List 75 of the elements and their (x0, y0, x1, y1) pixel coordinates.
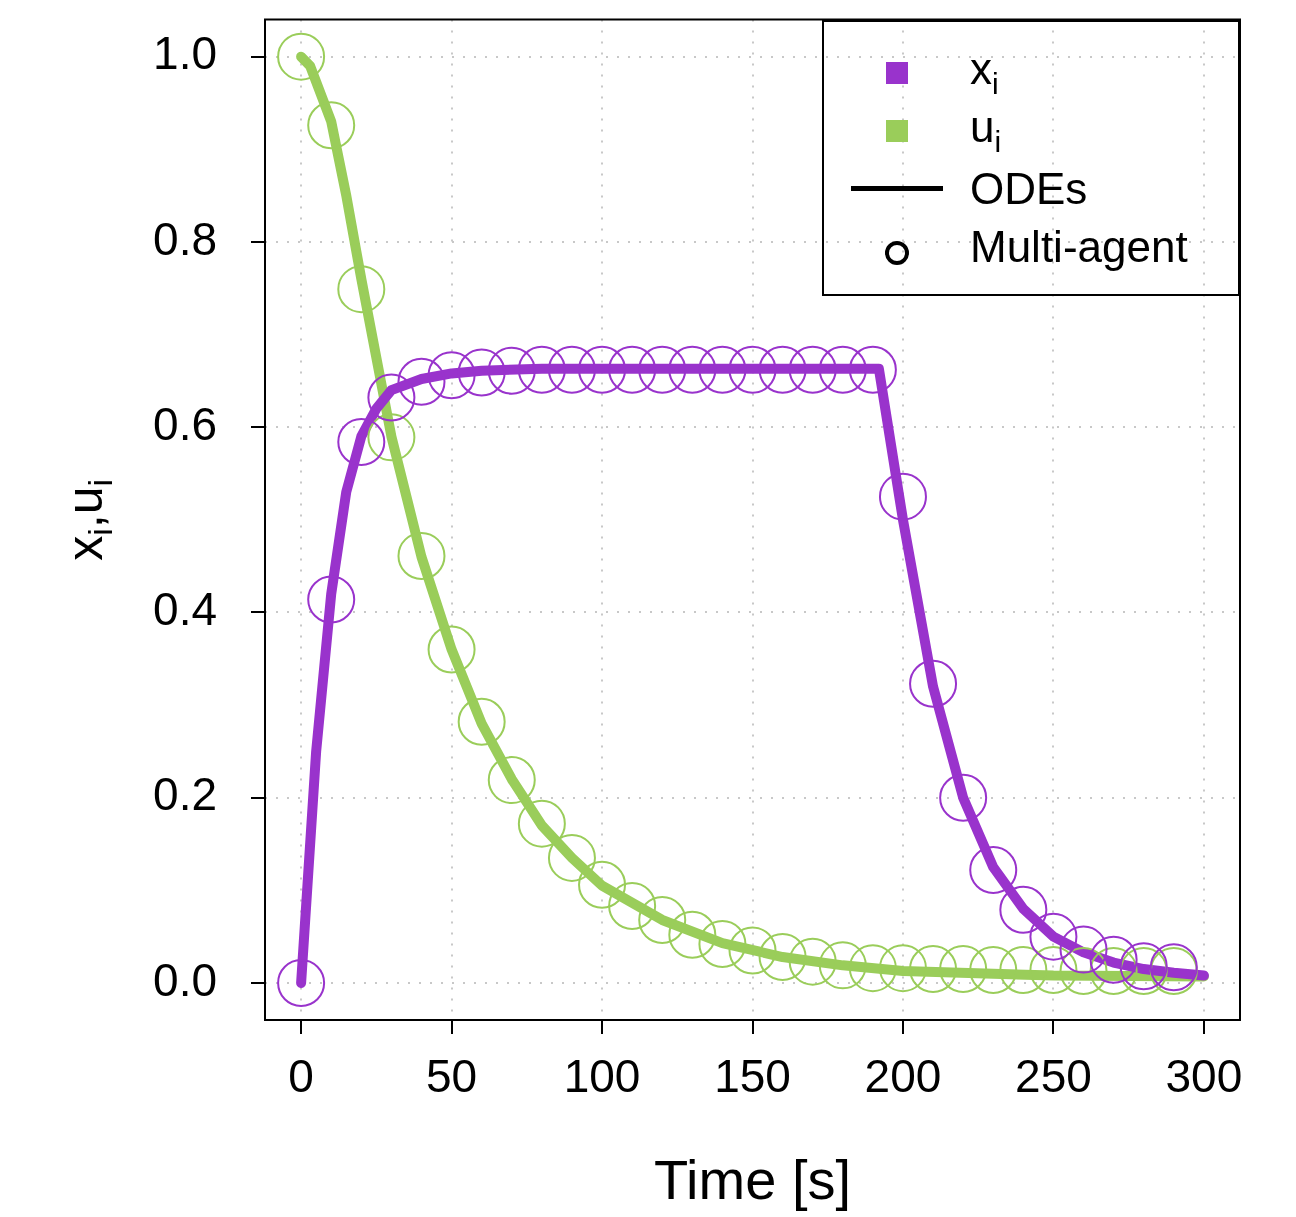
y-tick-label: 0.6 (153, 397, 217, 450)
point (728, 926, 777, 975)
x-tick-label: 200 (864, 1050, 942, 1103)
point (1029, 945, 1078, 994)
point (878, 472, 927, 521)
point (337, 417, 386, 466)
point (367, 373, 416, 422)
x-tick-label: 150 (714, 1050, 791, 1103)
point (1089, 935, 1138, 984)
point (608, 345, 657, 394)
point (367, 413, 416, 462)
point (427, 625, 476, 674)
point (788, 937, 837, 986)
point (668, 345, 717, 394)
point (547, 833, 596, 882)
point (999, 885, 1048, 934)
point (728, 345, 777, 394)
point (848, 345, 897, 394)
y-tick-label: 0.4 (153, 583, 217, 636)
point (638, 895, 687, 944)
point (487, 346, 536, 395)
point (457, 697, 506, 746)
x-tick-label: 0 (288, 1050, 314, 1103)
legend-label: x$_{i}$ (970, 44, 999, 101)
point (818, 941, 867, 990)
point (307, 575, 356, 624)
y-tick-label: 1.0 (153, 27, 217, 80)
x-tick-label: 250 (1015, 1050, 1092, 1103)
point (457, 348, 506, 397)
point (1089, 946, 1138, 995)
point (788, 345, 837, 394)
y-tick-label: 0.8 (153, 212, 217, 265)
point (397, 531, 446, 580)
point (668, 910, 717, 959)
point (578, 345, 627, 394)
point (909, 659, 958, 708)
point (939, 945, 988, 994)
point (487, 756, 536, 805)
point (939, 773, 988, 822)
point (307, 101, 356, 150)
point (758, 345, 807, 394)
point (909, 945, 958, 994)
point (578, 860, 627, 909)
point (638, 345, 687, 394)
point (277, 32, 326, 81)
point (1059, 946, 1108, 995)
point (337, 265, 386, 314)
y-tick-label: 0.0 (153, 953, 217, 1006)
point (277, 958, 326, 1007)
x-tick-label: 300 (1165, 1050, 1243, 1103)
point (969, 845, 1018, 894)
y-axis-title: xi,ui (56, 478, 120, 561)
x-tick-label: 50 (425, 1050, 478, 1103)
point (547, 345, 596, 394)
point (999, 945, 1048, 994)
x-tick-label: 100 (563, 1050, 641, 1103)
annotation: Multi-agent (970, 221, 1188, 272)
point (517, 799, 566, 848)
point (427, 351, 476, 400)
legend-label: u$_{i}$ (970, 102, 1002, 159)
point (517, 345, 566, 394)
point (1059, 925, 1108, 974)
point (608, 882, 657, 931)
point (758, 933, 807, 982)
point (698, 345, 747, 394)
point (878, 944, 927, 993)
point (397, 357, 446, 406)
x-axis-title: Time [s] (653, 1147, 852, 1211)
point (969, 945, 1018, 994)
annotation: ODEs (970, 163, 1088, 214)
y-tick-label: 0.2 (153, 768, 217, 821)
point (698, 920, 747, 969)
point (1029, 912, 1078, 961)
point (818, 345, 867, 394)
point (848, 944, 897, 993)
